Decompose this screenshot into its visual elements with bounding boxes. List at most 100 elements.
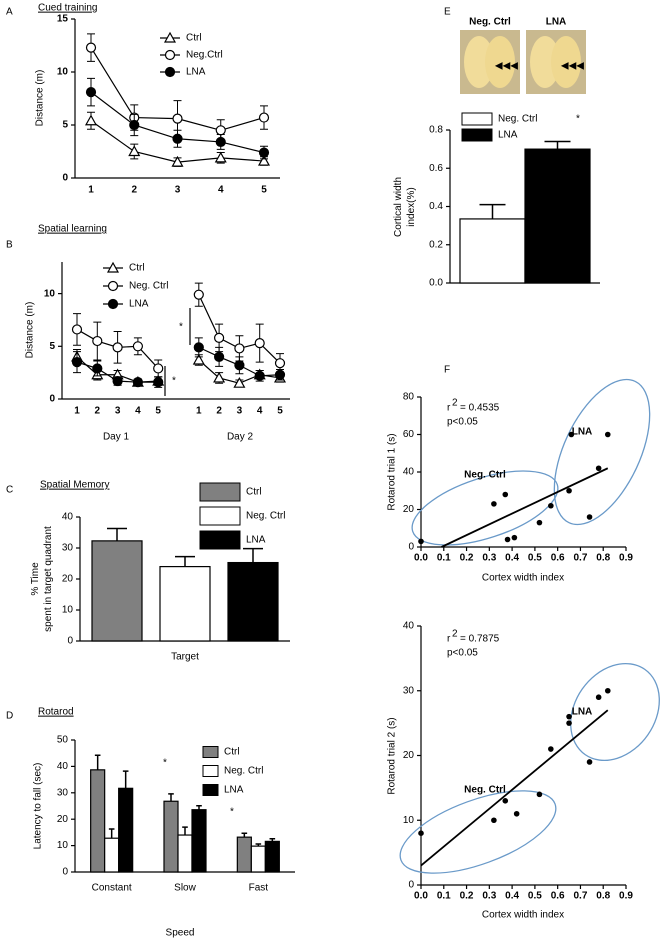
marker [84, 114, 98, 126]
point [502, 798, 509, 804]
x-tick-label: 0.2 [460, 553, 474, 564]
error-bar [175, 555, 195, 567]
y-tick-label: 0 [67, 636, 73, 647]
point [418, 538, 424, 545]
point [502, 491, 509, 498]
y-tick-label: 10 [403, 815, 415, 826]
y-axis-label: Latency to fall (sec) [33, 763, 44, 850]
bar [459, 218, 526, 284]
y-tick-label: 20 [62, 574, 74, 585]
y-tick-label: 40 [57, 761, 69, 772]
legend-swatch [202, 784, 219, 796]
legend-label: Neg. Ctrl [224, 766, 263, 777]
marker [71, 324, 83, 335]
y-axis-label: Cortical width [393, 177, 404, 237]
y-tick-label: 20 [403, 504, 415, 515]
group-ellipse [399, 790, 557, 874]
panel-title: Spatial learning [38, 224, 107, 235]
legend-label: LNA [129, 299, 149, 310]
error-bar [94, 754, 101, 770]
marker [215, 136, 226, 148]
y-tick-label: 0 [62, 173, 68, 184]
panel-letter: D [6, 711, 13, 722]
legend-label: Neg. Ctrl [129, 281, 168, 292]
point [536, 791, 543, 798]
legend-swatch [199, 482, 241, 502]
point [491, 501, 497, 507]
y-tick-label: 40 [403, 621, 415, 632]
x-tick-label: 0.6 [551, 891, 565, 902]
fit-line [441, 467, 609, 548]
marker [254, 338, 265, 349]
legend-marker [164, 66, 176, 78]
y-axis-label: spent in target quadrant [43, 526, 54, 632]
x-tick-label: 2 [216, 406, 222, 417]
arrowheads: ◀◀◀ [561, 61, 584, 72]
y-tick-label: 50 [57, 735, 69, 746]
y-tick-label: 0 [408, 880, 414, 891]
legend-label: LNA [246, 535, 266, 546]
stat-text: r [447, 634, 451, 645]
bar [236, 836, 252, 873]
stat-text: p<0.05 [447, 648, 478, 659]
x-tick-label: 5 [261, 185, 267, 196]
marker [85, 87, 97, 98]
error-bar [241, 832, 248, 838]
marker [234, 360, 245, 371]
group-label: Neg. Ctrl [464, 785, 506, 796]
y-tick-label: 30 [62, 543, 74, 554]
legend-swatch [461, 112, 493, 126]
brain-lobe [530, 36, 560, 88]
bar [524, 148, 591, 284]
bar [177, 834, 193, 873]
y-tick-label: 0.4 [429, 201, 443, 212]
y-tick-label: 0 [408, 542, 414, 553]
marker [129, 119, 140, 131]
series-line [76, 346, 281, 383]
bar [264, 840, 280, 873]
x-tick-label: 0.9 [619, 553, 633, 564]
arrowheads: ◀◀◀ [495, 61, 518, 72]
marker [172, 113, 183, 124]
marker [274, 358, 286, 369]
stat-text: 2 [452, 398, 458, 409]
brain-lobe [485, 36, 515, 88]
group-ellipse [553, 378, 651, 526]
bar [91, 540, 143, 642]
y-axis-label: Rotarod trial 2 (s) [387, 717, 398, 794]
significance: * [230, 807, 234, 818]
panel-letter: B [6, 240, 13, 251]
legend-label: Ctrl [246, 487, 262, 498]
x-tick-label: Fast [249, 883, 269, 894]
bar [191, 809, 207, 873]
brain-lobe [551, 36, 581, 88]
legend-label: LNA [224, 785, 244, 796]
image-label: LNA [546, 17, 567, 28]
marker [193, 289, 204, 300]
marker [112, 375, 123, 387]
point [595, 694, 602, 701]
x-tick-label: 5 [277, 406, 283, 417]
y-tick-label: 10 [62, 605, 74, 616]
marker [171, 155, 184, 167]
marker [258, 112, 270, 123]
bar [90, 769, 106, 873]
legend-swatch [202, 746, 219, 758]
bar [118, 787, 134, 873]
y-tick-label: 60 [403, 429, 415, 440]
fit-line [420, 709, 609, 867]
marker [274, 369, 286, 380]
marker [128, 145, 141, 157]
x-tick-label: 2 [131, 185, 137, 196]
panel-title: Spatial Memory [40, 480, 109, 491]
x-tick-label: 4 [218, 185, 224, 196]
marker [234, 343, 245, 354]
stat-text: 2 [452, 629, 458, 640]
legend-swatch [199, 506, 241, 526]
legend-label: Ctrl [224, 747, 240, 758]
marker [192, 353, 205, 365]
x-tick-label: 4 [135, 406, 141, 417]
marker [71, 357, 83, 368]
y-tick-label: 15 [57, 14, 69, 25]
